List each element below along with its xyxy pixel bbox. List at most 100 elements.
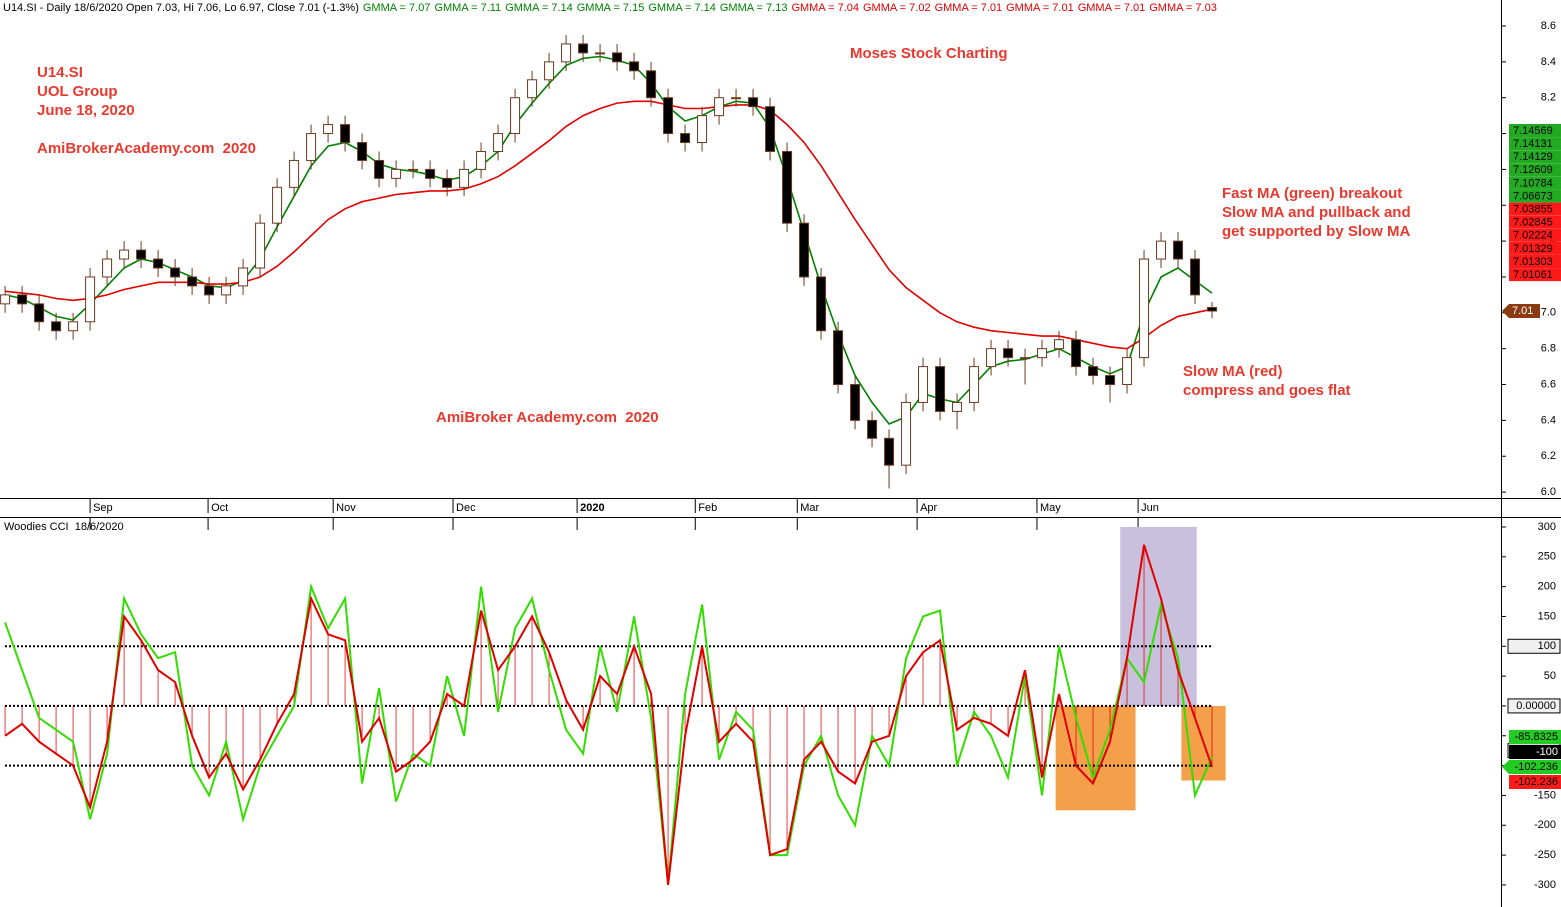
candle-body (255, 222, 266, 269)
value-label: -102.236 (1515, 776, 1558, 788)
value-label: -102.236 (1515, 761, 1558, 773)
x-tick-label: Feb (698, 502, 717, 514)
annotation: compress and goes flat (1183, 382, 1351, 399)
value-box (1509, 176, 1561, 190)
x-tick-label: Sep (93, 502, 113, 514)
candle-body (153, 258, 164, 269)
candle-body (119, 249, 130, 260)
x-tick-label: May (1040, 502, 1061, 514)
y-tick-label: 300 (1538, 521, 1556, 533)
annotation: Fast MA (green) breakout (1222, 185, 1402, 202)
y-tick-label: -200 (1534, 819, 1556, 831)
value-box (1509, 202, 1561, 216)
candle-body (748, 97, 759, 108)
y-tick-label: 6.6 (1541, 378, 1556, 390)
pane-title: Woodies CCI 18/6/2020 (4, 521, 124, 533)
candle-body (612, 52, 623, 63)
value-label: 7.01303 (1513, 256, 1553, 268)
value-label: 7.02224 (1513, 230, 1553, 242)
annotation: get supported by Slow MA (1222, 223, 1411, 240)
y-tick-label: 6.2 (1541, 450, 1556, 462)
gmma-label: GMMA = 7.11 (434, 2, 501, 14)
candle-body (459, 168, 470, 188)
value-label: 7.03855 (1513, 204, 1553, 216)
candle-body (340, 124, 351, 144)
candle-body (1088, 366, 1099, 377)
candle-body (323, 124, 334, 135)
candle-body (221, 285, 232, 296)
annotation: Slow MA and pullback and (1222, 204, 1411, 221)
y-tick-label: 8.2 (1541, 92, 1556, 104)
candle-body (1190, 258, 1201, 296)
annotation: Moses Stock Charting (850, 45, 1008, 62)
y-tick-label: -150 (1534, 789, 1556, 801)
candle-body (1003, 348, 1014, 359)
y-tick-label: -300 (1534, 879, 1556, 891)
candle-body (374, 159, 385, 179)
x-tick-label: Dec (456, 502, 476, 514)
value-label: 7.01329 (1513, 243, 1553, 255)
value-label: 7.10784 (1513, 177, 1553, 189)
candle-body (544, 61, 555, 81)
value-box (1509, 124, 1561, 137)
annotation: AmiBroker Academy.com 2020 (436, 409, 659, 426)
candle-body (51, 321, 62, 332)
candle-body (765, 106, 776, 152)
candle-body (782, 150, 793, 224)
value-label: 7.14569 (1513, 125, 1553, 137)
candle-body (969, 366, 980, 403)
value-box (1509, 268, 1561, 282)
level-box (1507, 638, 1561, 654)
candle-body (1054, 339, 1065, 350)
value-box (1509, 215, 1561, 229)
value-label: -100 (1536, 746, 1558, 758)
gmma-line (5, 100, 1213, 350)
value-label: 7.01061 (1513, 269, 1553, 281)
gmma-label: GMMA = 7.01 (1006, 2, 1074, 14)
candle-body (850, 384, 861, 421)
annotation: UOL Group (37, 83, 118, 100)
candle-body (136, 249, 147, 260)
candle-body (102, 258, 113, 278)
candle-body (1122, 357, 1133, 386)
chart-header: U14.SI - Daily 18/6/2020 Open 7.03, Hi 7… (3, 2, 1217, 14)
candle-body (833, 330, 844, 386)
candle-body (578, 43, 589, 54)
candle-body (884, 437, 895, 466)
candle-body (408, 168, 419, 171)
candle-body (1173, 240, 1184, 260)
y-tick-label: 50 (1544, 670, 1556, 682)
candle-body (918, 366, 929, 403)
candle-body (731, 97, 742, 100)
y-tick-label: 8.6 (1541, 20, 1556, 32)
x-tick-label: Mar (800, 502, 819, 514)
candle-body (289, 159, 300, 188)
value-box (1509, 150, 1561, 164)
candle-body (901, 401, 912, 466)
candle-body (680, 133, 691, 144)
x-tick-label: Apr (920, 502, 937, 514)
annotation: Slow MA (red) (1183, 363, 1282, 380)
candle-body (425, 168, 436, 179)
candle-body (799, 222, 810, 278)
annotation: June 18, 2020 (37, 102, 135, 119)
candle-body (1139, 258, 1150, 359)
value-box (1509, 775, 1561, 789)
candle-body (1156, 240, 1167, 260)
gmma-label: GMMA = 7.04 (791, 2, 859, 14)
candle-body (935, 366, 946, 412)
candle-body (391, 168, 402, 179)
candle-body (238, 267, 249, 287)
value-label: 7.12609 (1513, 164, 1553, 176)
last-price-marker (1502, 304, 1540, 319)
value-label: 7.06673 (1513, 190, 1553, 202)
gmma-label: GMMA = 7.03 (1149, 2, 1217, 14)
candle-body (561, 43, 572, 63)
candle-body (493, 133, 504, 152)
value-box (1502, 760, 1561, 774)
level-box (1507, 698, 1561, 714)
candle-body (0, 294, 11, 305)
candle-body (85, 276, 96, 323)
last-price-label: 7.01 (1512, 305, 1533, 317)
y-tick-label: 150 (1538, 610, 1556, 622)
